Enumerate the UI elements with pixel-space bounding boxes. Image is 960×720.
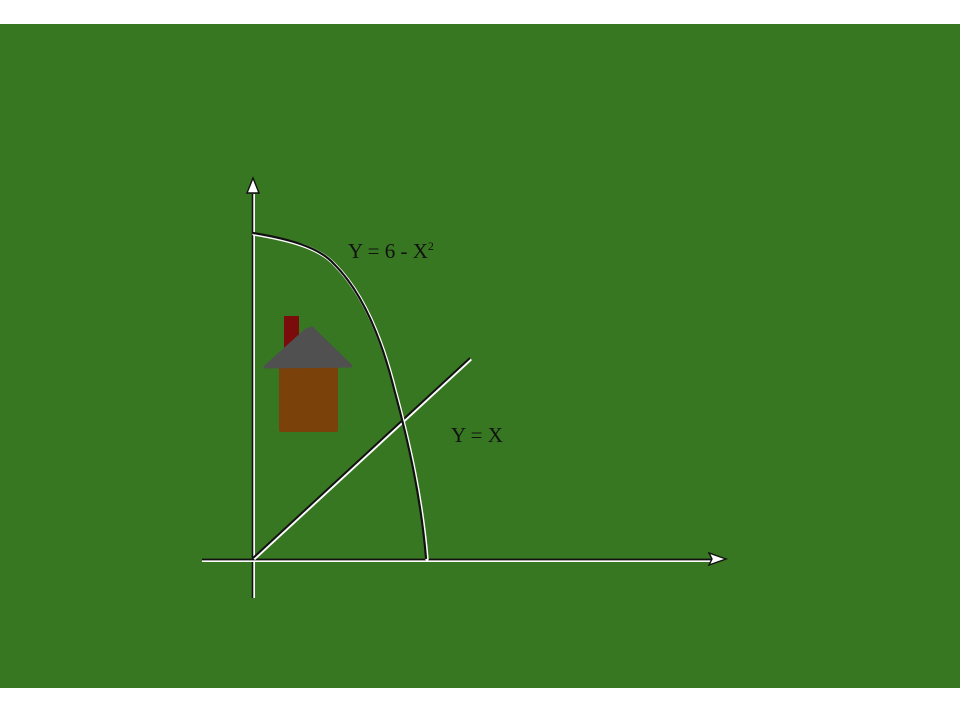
curve-equation-text: Y = 6 - X bbox=[348, 239, 428, 263]
y-axis bbox=[251, 194, 255, 598]
line-equation-label: Y = X bbox=[451, 423, 503, 447]
x-axis-arrow-icon bbox=[707, 551, 729, 567]
y-axis-arrow-icon bbox=[245, 176, 261, 194]
curve-y-equals-6-minus-x-squared bbox=[251, 231, 429, 561]
house-roof bbox=[263, 326, 353, 369]
house-icon bbox=[263, 316, 353, 432]
curve-equation-label: Y = 6 - X2 bbox=[348, 239, 434, 263]
x-axis bbox=[202, 558, 712, 562]
chalkboard bbox=[0, 24, 960, 688]
line-y-equals-x bbox=[252, 357, 473, 561]
curve-exponent: 2 bbox=[427, 239, 434, 253]
house-wall bbox=[279, 364, 338, 432]
